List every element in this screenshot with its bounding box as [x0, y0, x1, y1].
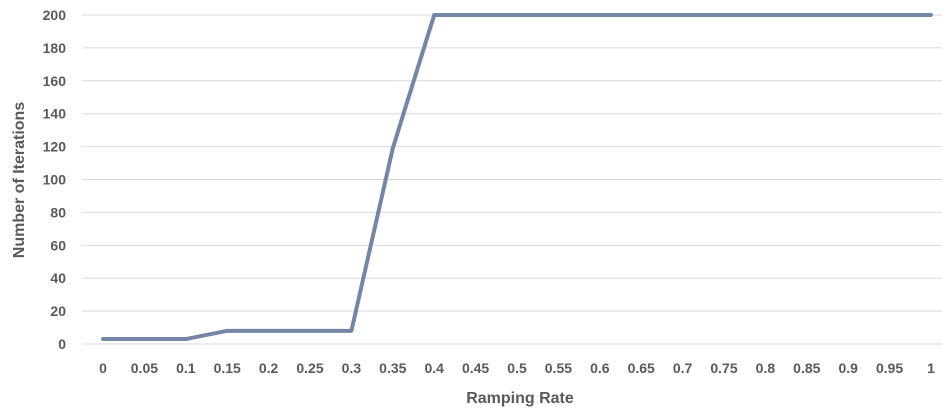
- x-tick-label: 0.65: [628, 360, 655, 376]
- x-tick-label: 0.2: [259, 360, 279, 376]
- y-tick-label: 0: [58, 336, 66, 352]
- x-tick-label: 0.15: [214, 360, 241, 376]
- x-tick-label: 0.85: [793, 360, 820, 376]
- x-tick-label: 0.05: [131, 360, 158, 376]
- x-tick-label: 0.95: [876, 360, 903, 376]
- x-tick-label: 0: [99, 360, 107, 376]
- x-tick-label: 1: [927, 360, 935, 376]
- x-axis-tick-labels: 0 0.05 0.1 0.15 0.2 0.25 0.3 0.35 0.4 0.45 0.5 0.55…: [99, 360, 935, 376]
- series-layer: [101, 13, 933, 342]
- y-axis-tick-labels: 0 20 40 60 80 100 120 140 160 180 200: [43, 7, 67, 352]
- y-tick-label: 200: [43, 7, 67, 23]
- x-tick-label: 0.6: [590, 360, 610, 376]
- x-tick-label: 0.45: [462, 360, 489, 376]
- y-tick-label: 140: [43, 106, 67, 122]
- x-tick-label: 0.75: [710, 360, 737, 376]
- x-tick-label: 0.5: [507, 360, 527, 376]
- y-tick-label: 180: [43, 40, 67, 56]
- series-line: [101, 13, 933, 342]
- x-tick-label: 0.3: [342, 360, 362, 376]
- y-tick-label: 40: [50, 270, 66, 286]
- gridlines: [82, 14, 942, 345]
- y-tick-label: 160: [43, 73, 67, 89]
- x-tick-label: 0.8: [756, 360, 776, 376]
- y-tick-label: 80: [50, 204, 66, 220]
- x-tick-label: 0.35: [379, 360, 406, 376]
- x-tick-label: 0.55: [545, 360, 572, 376]
- x-tick-label: 0.4: [424, 360, 444, 376]
- x-tick-label: 0.1: [176, 360, 196, 376]
- y-axis-title: Number of Iterations: [11, 102, 28, 259]
- x-tick-label: 0.9: [838, 360, 858, 376]
- y-tick-label: 120: [43, 139, 67, 155]
- x-tick-label: 0.7: [673, 360, 693, 376]
- x-tick-label: 0.25: [296, 360, 323, 376]
- y-tick-label: 100: [43, 172, 67, 188]
- y-tick-label: 60: [50, 237, 66, 253]
- x-axis-title: Ramping Rate: [466, 390, 574, 407]
- y-tick-label: 20: [50, 303, 66, 319]
